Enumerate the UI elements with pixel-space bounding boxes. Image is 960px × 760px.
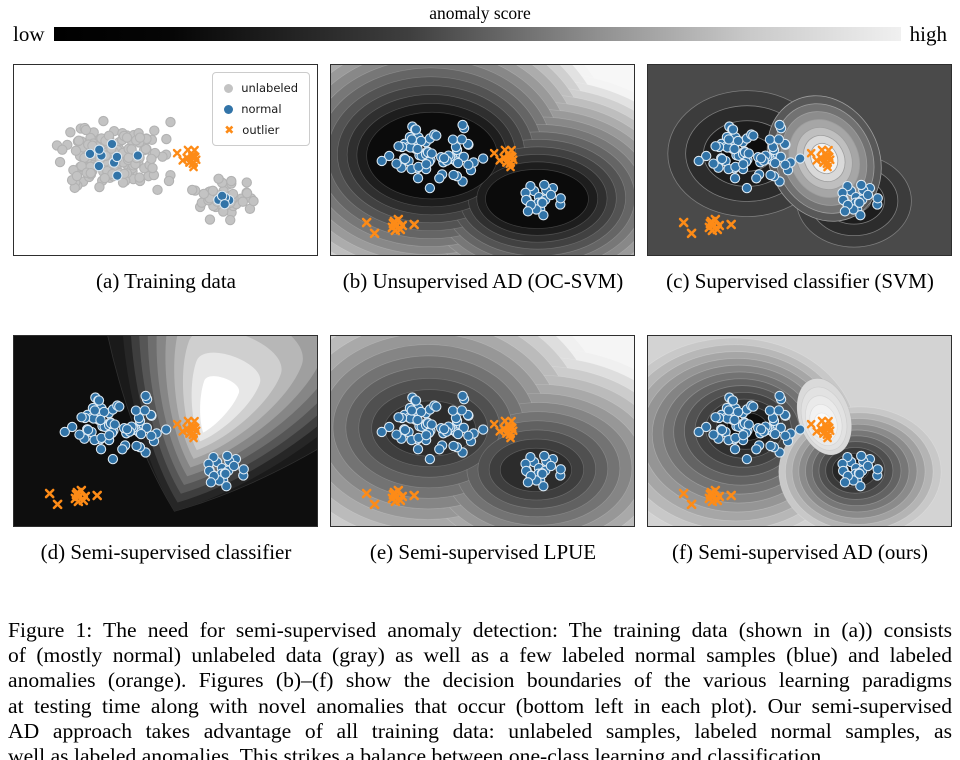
panel-c bbox=[647, 64, 952, 256]
subcaption-e: (e) Semi-supervised LPUE bbox=[369, 540, 597, 564]
cell-b: (b) Unsupervised AD (OC-SVM) bbox=[330, 64, 636, 335]
legend-item-normal: normal bbox=[224, 102, 298, 116]
cell-d: (d) Semi-supervised classifier bbox=[13, 335, 319, 606]
caption-line: at testing time along with novel anomali… bbox=[8, 693, 952, 718]
panel-b bbox=[330, 64, 635, 256]
panel-b-plot bbox=[331, 65, 634, 255]
panel-d bbox=[13, 335, 318, 527]
panel-a: unlabeled normal ✖ outlier bbox=[13, 64, 318, 256]
caption-line: AD approach takes advantage of all train… bbox=[8, 718, 952, 743]
outlier-marker-icon: ✖ bbox=[224, 123, 235, 137]
subcaption-c: (c) Supervised classifier (SVM) bbox=[666, 269, 934, 293]
legend: unlabeled normal ✖ outlier bbox=[212, 72, 310, 146]
colorbar-low-label: low bbox=[13, 21, 45, 46]
legend-item-outlier: ✖ outlier bbox=[224, 123, 298, 137]
cell-e: (e) Semi-supervised LPUE bbox=[330, 335, 636, 606]
colorbar: low high bbox=[0, 21, 960, 46]
panel-c-plot bbox=[648, 65, 951, 255]
figure-caption: Figure 1: The need for semi-supervised a… bbox=[8, 618, 952, 760]
panel-e-plot bbox=[331, 336, 634, 526]
cell-c: (c) Supervised classifier (SVM) bbox=[647, 64, 953, 335]
subcaption-b: (b) Unsupervised AD (OC-SVM) bbox=[342, 269, 624, 293]
subcaption-d: (d) Semi-supervised classifier bbox=[40, 540, 292, 564]
cell-a: unlabeled normal ✖ outlier (a) Training … bbox=[13, 64, 319, 335]
panel-f bbox=[647, 335, 952, 527]
legend-label: unlabeled bbox=[241, 81, 298, 95]
panel-grid: unlabeled normal ✖ outlier (a) Training … bbox=[0, 64, 960, 606]
caption-line: well as labeled anomalies. This strikes … bbox=[8, 744, 827, 760]
panel-f-plot bbox=[648, 336, 951, 526]
cell-f: (f) Semi-supervised AD (ours) bbox=[647, 335, 953, 606]
subcaption-f: (f) Semi-supervised AD (ours) bbox=[671, 540, 929, 564]
panel-d-plot bbox=[14, 336, 317, 526]
colorbar-title: anomaly score bbox=[429, 3, 531, 23]
colorbar-gradient bbox=[53, 27, 901, 41]
colorbar-high-label: high bbox=[909, 21, 947, 46]
legend-label: normal bbox=[241, 102, 282, 116]
unlabeled-marker-icon bbox=[224, 83, 234, 93]
caption-line: of (mostly normal) unlabeled data (gray)… bbox=[8, 643, 952, 668]
subcaption-a: (a) Training data bbox=[96, 269, 236, 293]
caption-line: anomalies (orange). Figures (b)–(f) show… bbox=[8, 668, 952, 693]
panel-e bbox=[330, 335, 635, 527]
legend-label: outlier bbox=[242, 123, 280, 137]
caption-line: Figure 1: The need for semi-supervised a… bbox=[8, 618, 952, 642]
legend-item-unlabeled: unlabeled bbox=[224, 81, 298, 95]
normal-marker-icon bbox=[224, 104, 234, 114]
